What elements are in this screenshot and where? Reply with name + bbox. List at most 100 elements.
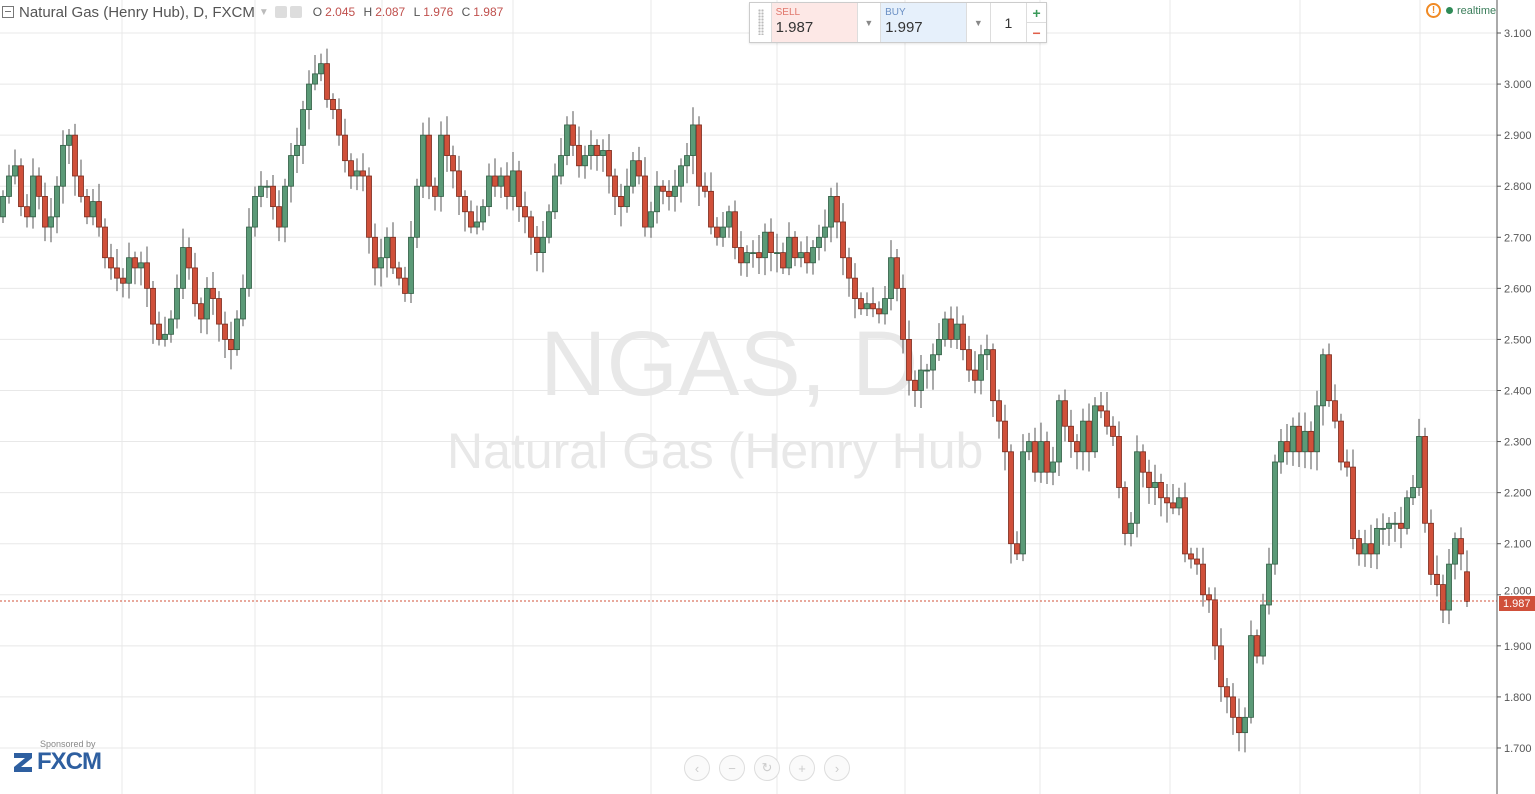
candle xyxy=(1026,432,1032,461)
candle-body-down xyxy=(642,175,648,228)
candle-body-down xyxy=(1146,471,1152,488)
fxcm-logo[interactable]: FXCM xyxy=(12,748,102,776)
candle-body-down xyxy=(390,236,396,269)
eye-icon[interactable] xyxy=(274,6,287,18)
candle-body-down xyxy=(1254,635,1260,657)
candle-body-down xyxy=(186,247,192,269)
candle-body-down xyxy=(792,236,798,259)
candle xyxy=(1158,473,1164,517)
candle-body-down xyxy=(708,190,714,228)
candle-body-up xyxy=(1404,497,1410,529)
candle-body-up xyxy=(600,150,606,156)
candle xyxy=(1122,481,1128,546)
scroll-right-button[interactable]: › xyxy=(824,755,850,781)
zoom-in-button[interactable]: + xyxy=(789,755,815,781)
decrease-button[interactable]: − xyxy=(1032,24,1041,41)
candle-body-up xyxy=(750,252,756,255)
candle-body-up xyxy=(498,175,504,187)
candle xyxy=(264,180,270,199)
increase-button[interactable]: + xyxy=(1027,3,1046,23)
candle xyxy=(576,126,582,178)
candle-body-up xyxy=(552,175,558,213)
candle xyxy=(474,205,480,235)
candle xyxy=(1230,683,1236,735)
scroll-left-button[interactable]: ‹ xyxy=(684,755,710,781)
candle-body-up xyxy=(54,185,60,218)
candle xyxy=(870,287,876,318)
zoom-out-button[interactable]: − xyxy=(719,755,745,781)
candle xyxy=(624,168,630,213)
candle xyxy=(96,183,102,237)
candle-body-down xyxy=(1182,497,1188,555)
candle-body-down xyxy=(192,267,198,305)
candles xyxy=(0,48,1470,753)
candle xyxy=(1416,418,1422,496)
candle-body-up xyxy=(486,175,492,208)
sell-dropdown-icon[interactable]: ▼ xyxy=(858,3,882,42)
warning-icon[interactable]: ! xyxy=(1426,3,1441,18)
candle xyxy=(642,157,648,237)
quantity-input[interactable]: 1 xyxy=(991,3,1028,42)
candle xyxy=(1404,490,1410,535)
candle xyxy=(300,100,306,164)
candle xyxy=(1224,678,1230,714)
candle-body-down xyxy=(702,185,708,192)
candle xyxy=(1236,698,1242,752)
candle xyxy=(330,93,336,120)
candle-body-down xyxy=(1158,482,1164,499)
drag-handle[interactable] xyxy=(750,3,772,42)
candle xyxy=(714,217,720,246)
candle xyxy=(1458,527,1464,571)
candle xyxy=(960,315,966,361)
reset-button[interactable]: ↻ xyxy=(754,755,780,781)
collapse-icon[interactable] xyxy=(2,6,14,18)
candle-body-up xyxy=(414,185,420,238)
candle xyxy=(738,231,744,276)
candle-body-up xyxy=(630,160,636,187)
sell-button[interactable]: SELL 1.987 xyxy=(771,3,858,42)
chevron-down-icon[interactable]: ▼ xyxy=(258,6,269,18)
candle xyxy=(834,182,840,239)
candle xyxy=(294,127,300,174)
candle xyxy=(702,172,708,198)
candle xyxy=(744,245,750,277)
candle xyxy=(1326,343,1332,407)
candle xyxy=(366,167,372,254)
candle xyxy=(168,310,174,343)
candle xyxy=(1362,529,1368,567)
y-tick-label: 1.800 xyxy=(1504,692,1532,704)
buy-button[interactable]: BUY 1.997 xyxy=(881,3,968,42)
candle xyxy=(60,130,66,204)
candle xyxy=(1008,444,1014,564)
candle xyxy=(522,191,528,234)
candle-body-down xyxy=(450,155,456,172)
candle-body-down xyxy=(84,196,90,218)
candle xyxy=(0,190,6,223)
candle xyxy=(1260,593,1266,665)
candle xyxy=(336,98,342,146)
candle xyxy=(1314,390,1320,471)
candle-body-up xyxy=(810,247,816,264)
candle-body-down xyxy=(504,175,510,197)
candle-body-down xyxy=(906,339,912,381)
candle-body-up xyxy=(1056,400,1062,463)
candle-body-up xyxy=(1092,405,1098,453)
candle-body-down xyxy=(342,134,348,162)
candle-body-down xyxy=(1122,487,1128,534)
candle xyxy=(1068,409,1074,458)
settings-icon[interactable] xyxy=(289,6,302,18)
candle xyxy=(1242,707,1248,753)
candle-body-down xyxy=(804,252,810,264)
buy-dropdown-icon[interactable]: ▼ xyxy=(967,3,991,42)
candle xyxy=(456,155,462,216)
candle xyxy=(666,180,672,211)
candle-body-down xyxy=(1086,420,1092,453)
candle xyxy=(1398,506,1404,549)
candle xyxy=(1182,482,1188,563)
candle xyxy=(120,268,126,298)
candle xyxy=(768,218,774,272)
candle-body-down xyxy=(1344,461,1350,468)
symbol-title[interactable]: Natural Gas (Henry Hub), D, FXCM xyxy=(19,3,255,21)
candle xyxy=(1002,404,1008,471)
